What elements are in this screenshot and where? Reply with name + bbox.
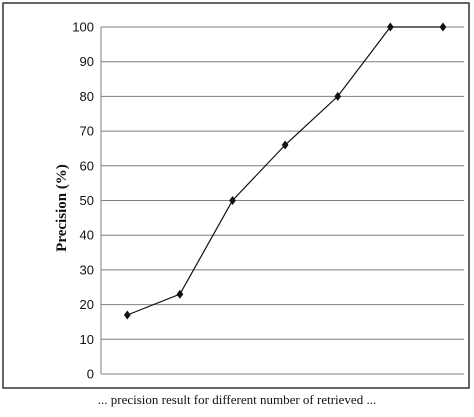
y-axis-label: Precision (%)	[54, 164, 70, 252]
y-tick-label: 80	[80, 89, 94, 104]
figure-caption: ... precision result for different numbe…	[98, 392, 376, 407]
data-point-marker	[176, 289, 184, 299]
data-point-marker	[123, 310, 131, 320]
y-tick-label: 90	[80, 54, 94, 69]
outer-frame	[2, 2, 470, 389]
y-tick-labels: 0 10 20 30 40 50 60 70 80 90 100	[72, 20, 94, 382]
y-tick-label: 100	[72, 20, 94, 35]
y-tick-label: 30	[80, 262, 94, 277]
y-tick-label: 10	[80, 332, 94, 347]
series-layer	[123, 22, 447, 320]
y-tick-label: 70	[80, 124, 94, 139]
data-point-marker	[439, 22, 447, 32]
axes	[100, 27, 464, 375]
data-point-marker	[386, 22, 394, 32]
y-tick-label: 40	[80, 228, 94, 243]
y-tick-label: 60	[80, 158, 94, 173]
data-point-marker	[281, 140, 289, 150]
data-point-marker	[229, 196, 236, 205]
y-tick-label: 20	[80, 297, 94, 312]
data-point-marker	[334, 91, 342, 101]
y-tick-label: 0	[87, 367, 94, 382]
y-tick-label: 50	[80, 193, 94, 208]
